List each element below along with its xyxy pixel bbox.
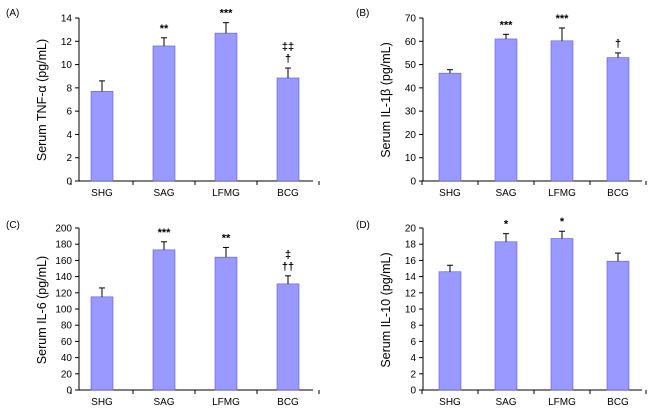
bar — [90, 296, 114, 391]
x-category-label: SHG — [439, 188, 461, 199]
chart-panel-d: (D) 0 2 4 6 8 10 12 14 16 18 20 Serum IL-10 (pg/mL) S… — [356, 216, 647, 408]
significance-marker: ‡‡ — [282, 41, 294, 53]
bar — [90, 91, 114, 182]
y-axis-title: Serum IL-1β (pg/mL) — [379, 42, 393, 158]
significance-marker: *** — [220, 8, 234, 20]
y-tick-label: 6 — [66, 107, 72, 118]
y-tick-label: 4 — [66, 130, 72, 141]
y-tick-label: 12 — [405, 288, 417, 299]
y-tick-label: 70 — [405, 14, 417, 25]
y-tick-label: 14 — [405, 272, 417, 283]
chart-panel-b: (B) 0 10 20 30 40 50 60 70 Serum IL-1β (pg/mL) SHG… — [356, 8, 647, 199]
x-category-label: LFMG — [548, 188, 576, 199]
y-axis-title: Serum IL-6 (pg/mL) — [35, 256, 49, 364]
bar — [494, 241, 518, 391]
y-tick-label: 120 — [55, 288, 72, 299]
y-tick-label: 0 — [66, 177, 72, 188]
y-tick-label: 2 — [66, 153, 72, 164]
y-tick-label: 80 — [61, 321, 73, 332]
y-tick-label: 0 — [410, 386, 416, 397]
x-category-label: LFMG — [548, 397, 576, 408]
significance-marker: †† — [282, 261, 294, 273]
y-tick-label: 16 — [405, 256, 417, 267]
y-tick-label: 18 — [405, 240, 417, 251]
y-tick-label: 6 — [410, 337, 416, 348]
significance-marker: † — [285, 53, 291, 65]
y-tick-label: 200 — [55, 224, 72, 235]
x-category-label: SHG — [439, 397, 461, 408]
chart-panel-a: (A) 0 2 4 6 8 10 12 14 Serum TNF-α (pg/mL) SHG SAG *… — [6, 8, 320, 199]
panel-label: (C) — [6, 220, 20, 231]
bar — [438, 271, 462, 391]
significance-marker: ** — [160, 23, 169, 35]
bar — [276, 77, 300, 182]
significance-marker: ‡ — [285, 249, 291, 261]
y-tick-label: 30 — [405, 107, 417, 118]
significance-marker: † — [615, 38, 621, 50]
bar — [606, 57, 630, 182]
x-category-label: SAG — [153, 397, 174, 408]
x-category-label: BCG — [277, 397, 299, 408]
y-tick-label: 12 — [61, 37, 73, 48]
y-tick-label: 60 — [405, 37, 417, 48]
bar — [550, 238, 574, 391]
y-tick-label: 8 — [66, 83, 72, 94]
bar — [276, 283, 300, 391]
x-category-label: SAG — [495, 397, 516, 408]
x-category-label: LFMG — [212, 397, 240, 408]
y-tick-label: 0 — [66, 386, 72, 397]
y-tick-label: 20 — [405, 224, 417, 235]
bar — [214, 32, 238, 182]
x-category-label: BCG — [277, 188, 299, 199]
bar — [438, 72, 462, 182]
y-tick-label: 180 — [55, 240, 72, 251]
significance-marker: *** — [556, 13, 570, 25]
y-tick-label: 160 — [55, 256, 72, 267]
y-tick-label: 4 — [410, 353, 416, 364]
x-category-label: SAG — [495, 188, 516, 199]
significance-marker: *** — [500, 19, 514, 31]
x-category-label: LFMG — [212, 188, 240, 199]
x-category-label: SHG — [91, 397, 113, 408]
y-tick-label: 2 — [410, 369, 416, 380]
y-tick-label: 50 — [405, 60, 417, 71]
y-axis-title: Serum IL-10 (pg/mL) — [379, 252, 393, 367]
bar — [214, 256, 238, 391]
y-tick-label: 20 — [405, 130, 417, 141]
significance-marker: *** — [158, 227, 172, 239]
bar — [606, 260, 630, 391]
bar — [494, 38, 518, 182]
bar — [152, 45, 176, 182]
x-category-label: SAG — [153, 188, 174, 199]
x-category-label: BCG — [607, 397, 629, 408]
y-tick-label: 40 — [405, 83, 417, 94]
y-tick-label: 10 — [61, 60, 73, 71]
y-tick-label: 10 — [405, 305, 417, 316]
panel-label: (D) — [356, 220, 370, 231]
y-tick-label: 10 — [405, 153, 417, 164]
y-tick-label: 14 — [61, 14, 73, 25]
significance-marker: * — [560, 216, 565, 228]
y-tick-label: 0 — [410, 177, 416, 188]
panel-label: (B) — [356, 8, 369, 19]
significance-marker: ** — [222, 232, 231, 244]
chart-panel-c: (C) 0 20 40 60 80 100 120 140 160 180 200 Serum IL-6… — [6, 220, 320, 408]
x-category-label: SHG — [91, 188, 113, 199]
y-tick-label: 100 — [55, 305, 72, 316]
y-tick-label: 140 — [55, 272, 72, 283]
y-tick-label: 60 — [61, 337, 73, 348]
significance-marker: * — [504, 219, 509, 231]
x-category-label: BCG — [607, 188, 629, 199]
y-tick-label: 40 — [61, 353, 73, 364]
y-axis-title: Serum TNF-α (pg/mL) — [35, 39, 49, 161]
y-tick-label: 20 — [61, 369, 73, 380]
panel-label: (A) — [6, 8, 19, 19]
bar — [550, 40, 574, 182]
bar — [152, 249, 176, 391]
y-tick-label: 8 — [410, 321, 416, 332]
